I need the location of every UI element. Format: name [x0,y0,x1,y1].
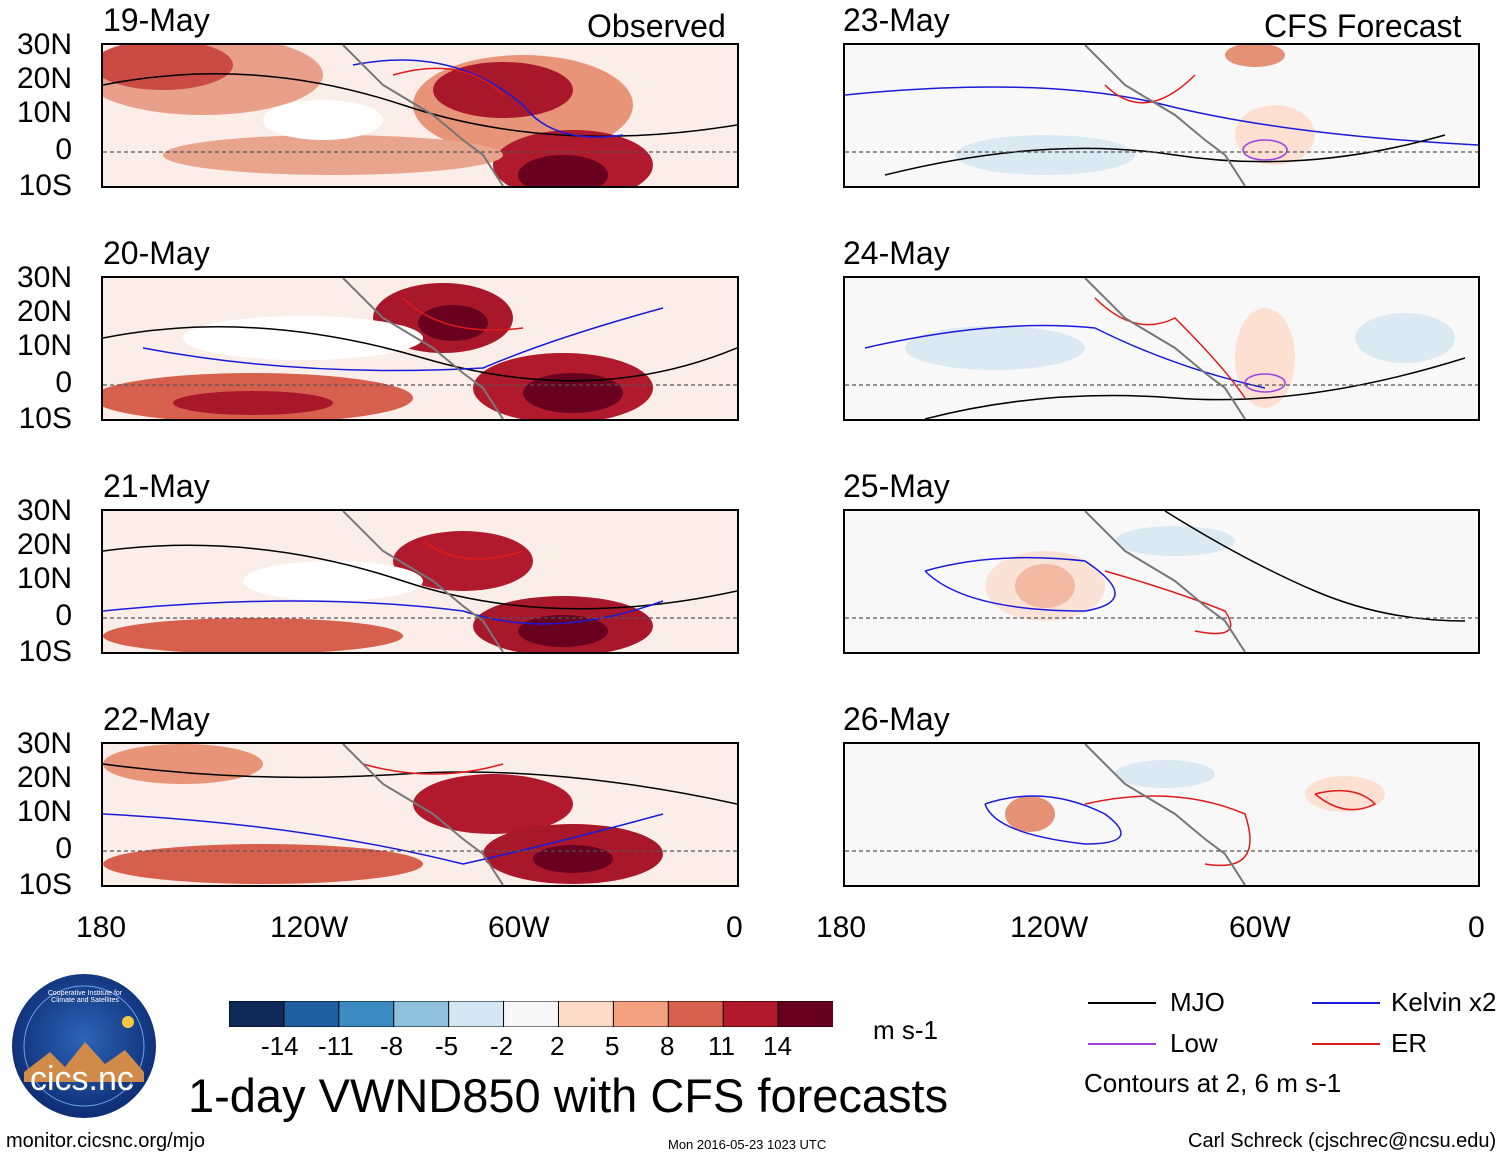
cics-logo: cics.nc Cooperative Institute for Climat… [10,972,158,1120]
map-obs-3 [101,509,739,654]
main-title: 1-day VWND850 with CFS forecasts [188,1069,949,1122]
colorbar-swatch [448,1000,505,1028]
lat-label: 0 [55,366,72,399]
logo-text: cics.nc [30,1060,134,1098]
colorbar [228,1000,835,1028]
lon-label: 180 [816,911,867,944]
cfs-forecast-title: CFS Forecast [1264,8,1462,44]
lat-label: 20N [16,62,72,95]
colorbar-swatch [283,1000,340,1028]
lat-label: 30N [16,727,72,760]
logo-ring-text: Cooperative Institute for Climate and Sa… [47,990,123,1004]
cics-logo-svg [12,974,156,1118]
colorbar-swatch [612,1000,670,1028]
colorbar-label: 11 [708,1031,735,1061]
map-fc-1 [843,43,1480,188]
colorbar-swatch [393,1000,450,1028]
colorbar-swatch [777,1000,835,1028]
colorbar-label: 2 [550,1031,565,1061]
map-fc-4-svg [845,744,1478,885]
map-fc-4 [843,742,1480,887]
colorbar-swatch [557,1000,615,1028]
map-obs-2-svg [103,278,737,419]
lat-label: 10N [16,96,72,129]
legend-label-kelvin: Kelvin x2 [1391,987,1497,1017]
colorbar-label: 14 [763,1031,792,1061]
lat-label: 10N [16,795,72,828]
colorbar-swatch [228,1000,285,1028]
legend-note: Contours at 2, 6 m s-1 [1084,1068,1342,1098]
lon-label: 0 [726,911,743,944]
panel-date-fc-2: 24-May [843,235,950,271]
panel-date-obs-4: 22-May [103,701,210,737]
map-obs-2 [101,276,739,421]
map-obs-4-svg [103,744,737,885]
colorbar-label: -14 [261,1031,299,1061]
map-fc-3 [843,509,1480,654]
lat-label: 30N [16,28,72,61]
colorbar-label: -2 [490,1031,514,1061]
panel-date-fc-3: 25-May [843,468,950,504]
lon-label: 0 [1468,911,1485,944]
legend-line-mjo [1088,1002,1156,1004]
lat-label: 10S [18,868,72,901]
legend-label-er: ER [1391,1028,1428,1058]
colorbar-label: -5 [435,1031,459,1061]
observed-title: Observed [587,8,726,44]
map-fc-2-svg [845,278,1478,419]
lat-label: 30N [16,494,72,527]
colorbar-svg [228,1000,835,1028]
footer-timestamp: Mon 2016-05-23 1023 UTC [668,1137,827,1152]
colorbar-label: -8 [380,1031,404,1061]
lat-label: 10S [18,169,72,202]
map-obs-1-svg [103,45,737,186]
lat-label: 0 [55,133,72,166]
lat-label: 10N [16,329,72,362]
colorbar-swatch [667,1000,725,1028]
lat-label: 10S [18,402,72,435]
panel-date-obs-2: 20-May [103,235,210,271]
colorbar-label: -11 [318,1031,354,1061]
lat-label: 20N [16,761,72,794]
lon-label: 60W [1229,911,1291,944]
legend-line-low [1088,1043,1156,1045]
lat-label: 0 [55,599,72,632]
colorbar-swatch [338,1000,395,1028]
legend-line-er [1312,1043,1380,1045]
colorbar-units: m s-1 [873,1015,938,1045]
lat-label: 0 [55,832,72,865]
colorbar-swatch [503,1000,560,1028]
map-obs-4 [101,742,739,887]
lon-label: 120W [270,911,349,944]
colorbar-label: 5 [605,1031,620,1061]
panel-date-obs-1: 19-May [103,2,210,38]
map-obs-3-svg [103,511,737,652]
footer-author: Carl Schreck (cjschrec@ncsu.edu) [1188,1130,1497,1152]
map-obs-1 [101,43,739,188]
lat-label: 10N [16,562,72,595]
legend-line-kelvin [1312,1002,1380,1004]
lon-label: 120W [1010,911,1089,944]
lat-label: 30N [16,261,72,294]
lon-label: 180 [76,911,127,944]
panel-date-fc-4: 26-May [843,701,950,737]
legend-label-mjo: MJO [1170,987,1225,1017]
panel-date-fc-1: 23-May [843,2,950,38]
lat-label: 10S [18,635,72,668]
lon-label: 60W [488,911,550,944]
colorbar-swatch [722,1000,780,1028]
lat-label: 20N [16,528,72,561]
map-fc-3-svg [845,511,1478,652]
colorbar-label: 8 [660,1031,675,1061]
map-fc-1-svg [845,45,1478,186]
lat-label: 20N [16,295,72,328]
panel-date-obs-3: 21-May [103,468,210,504]
footer-url: monitor.cicsnc.org/mjo [6,1130,205,1152]
map-fc-2 [843,276,1480,421]
legend-label-low: Low [1170,1028,1218,1058]
